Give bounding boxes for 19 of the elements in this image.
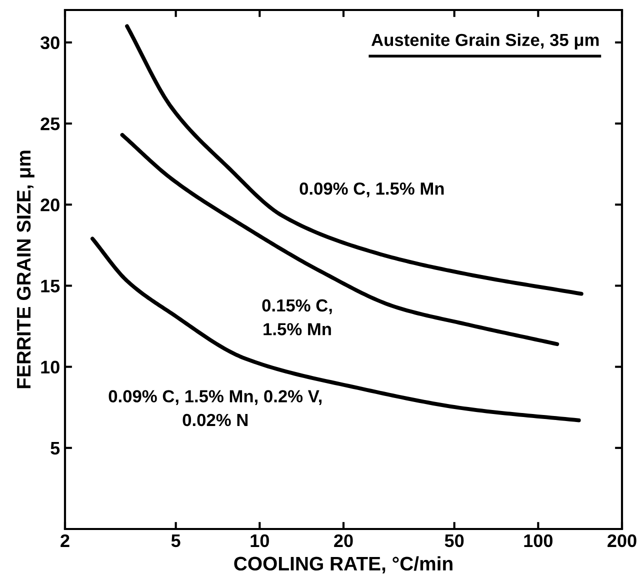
x-tick-label: 2 [60,534,70,547]
annotation: Austenite Grain Size, 35 μm [371,33,599,50]
y-tick-label: 15 [41,280,60,292]
y-tick-label: 25 [40,117,60,130]
x-tick-label: 20 [334,534,353,548]
x-axis-title: COOLING RATE, °C/min [234,556,452,574]
x-tick-label: 5 [171,534,180,548]
y-tick-label: 10 [41,360,60,374]
annotation: 0.09% C, 1.5% Mn [300,182,444,198]
x-tick-label: 50 [444,534,464,548]
y-tick-label: 20 [40,198,60,212]
y-tick-label: 5 [50,442,60,455]
annotation: 0.09% C, 1.5% Mn, 0.2% V, 0.02% N [108,390,322,426]
x-tick-label: 200 [608,534,636,548]
y-tick-label: 30 [40,36,60,50]
x-tick-label: 10 [250,534,269,548]
y-axis-title: FERRITE GRAIN SIZE, μm [16,150,34,388]
x-tick-label: 100 [524,534,552,548]
annotation: 0.15% C, 1.5% Mn [262,299,332,336]
